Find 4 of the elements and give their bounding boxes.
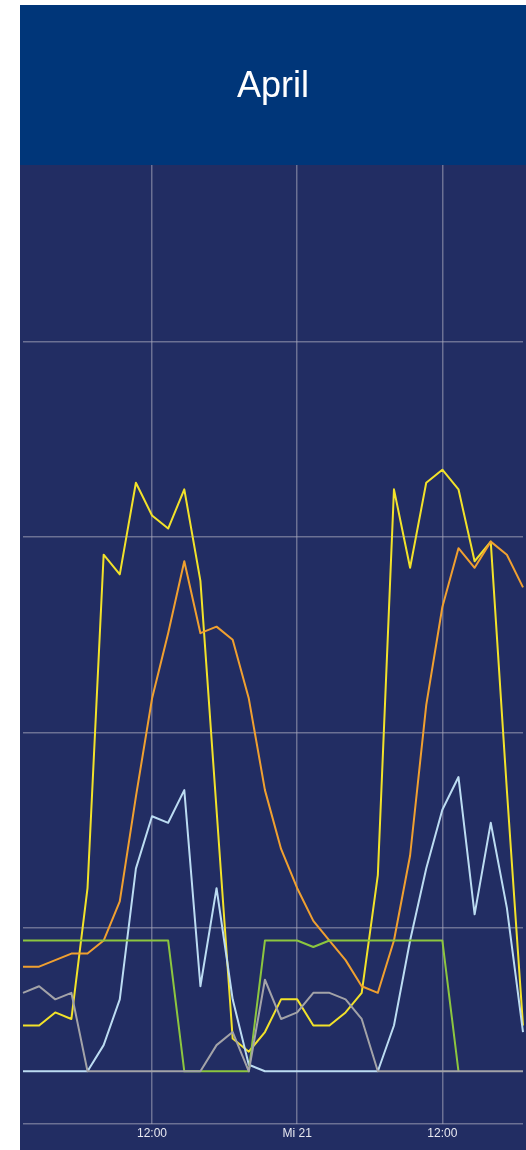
- x-tick-label: 12:00: [137, 1126, 168, 1141]
- x-tick-label: 12:00: [427, 1126, 458, 1141]
- chart-title: April: [20, 5, 526, 165]
- x-tick-label: Mi 21: [282, 1126, 313, 1141]
